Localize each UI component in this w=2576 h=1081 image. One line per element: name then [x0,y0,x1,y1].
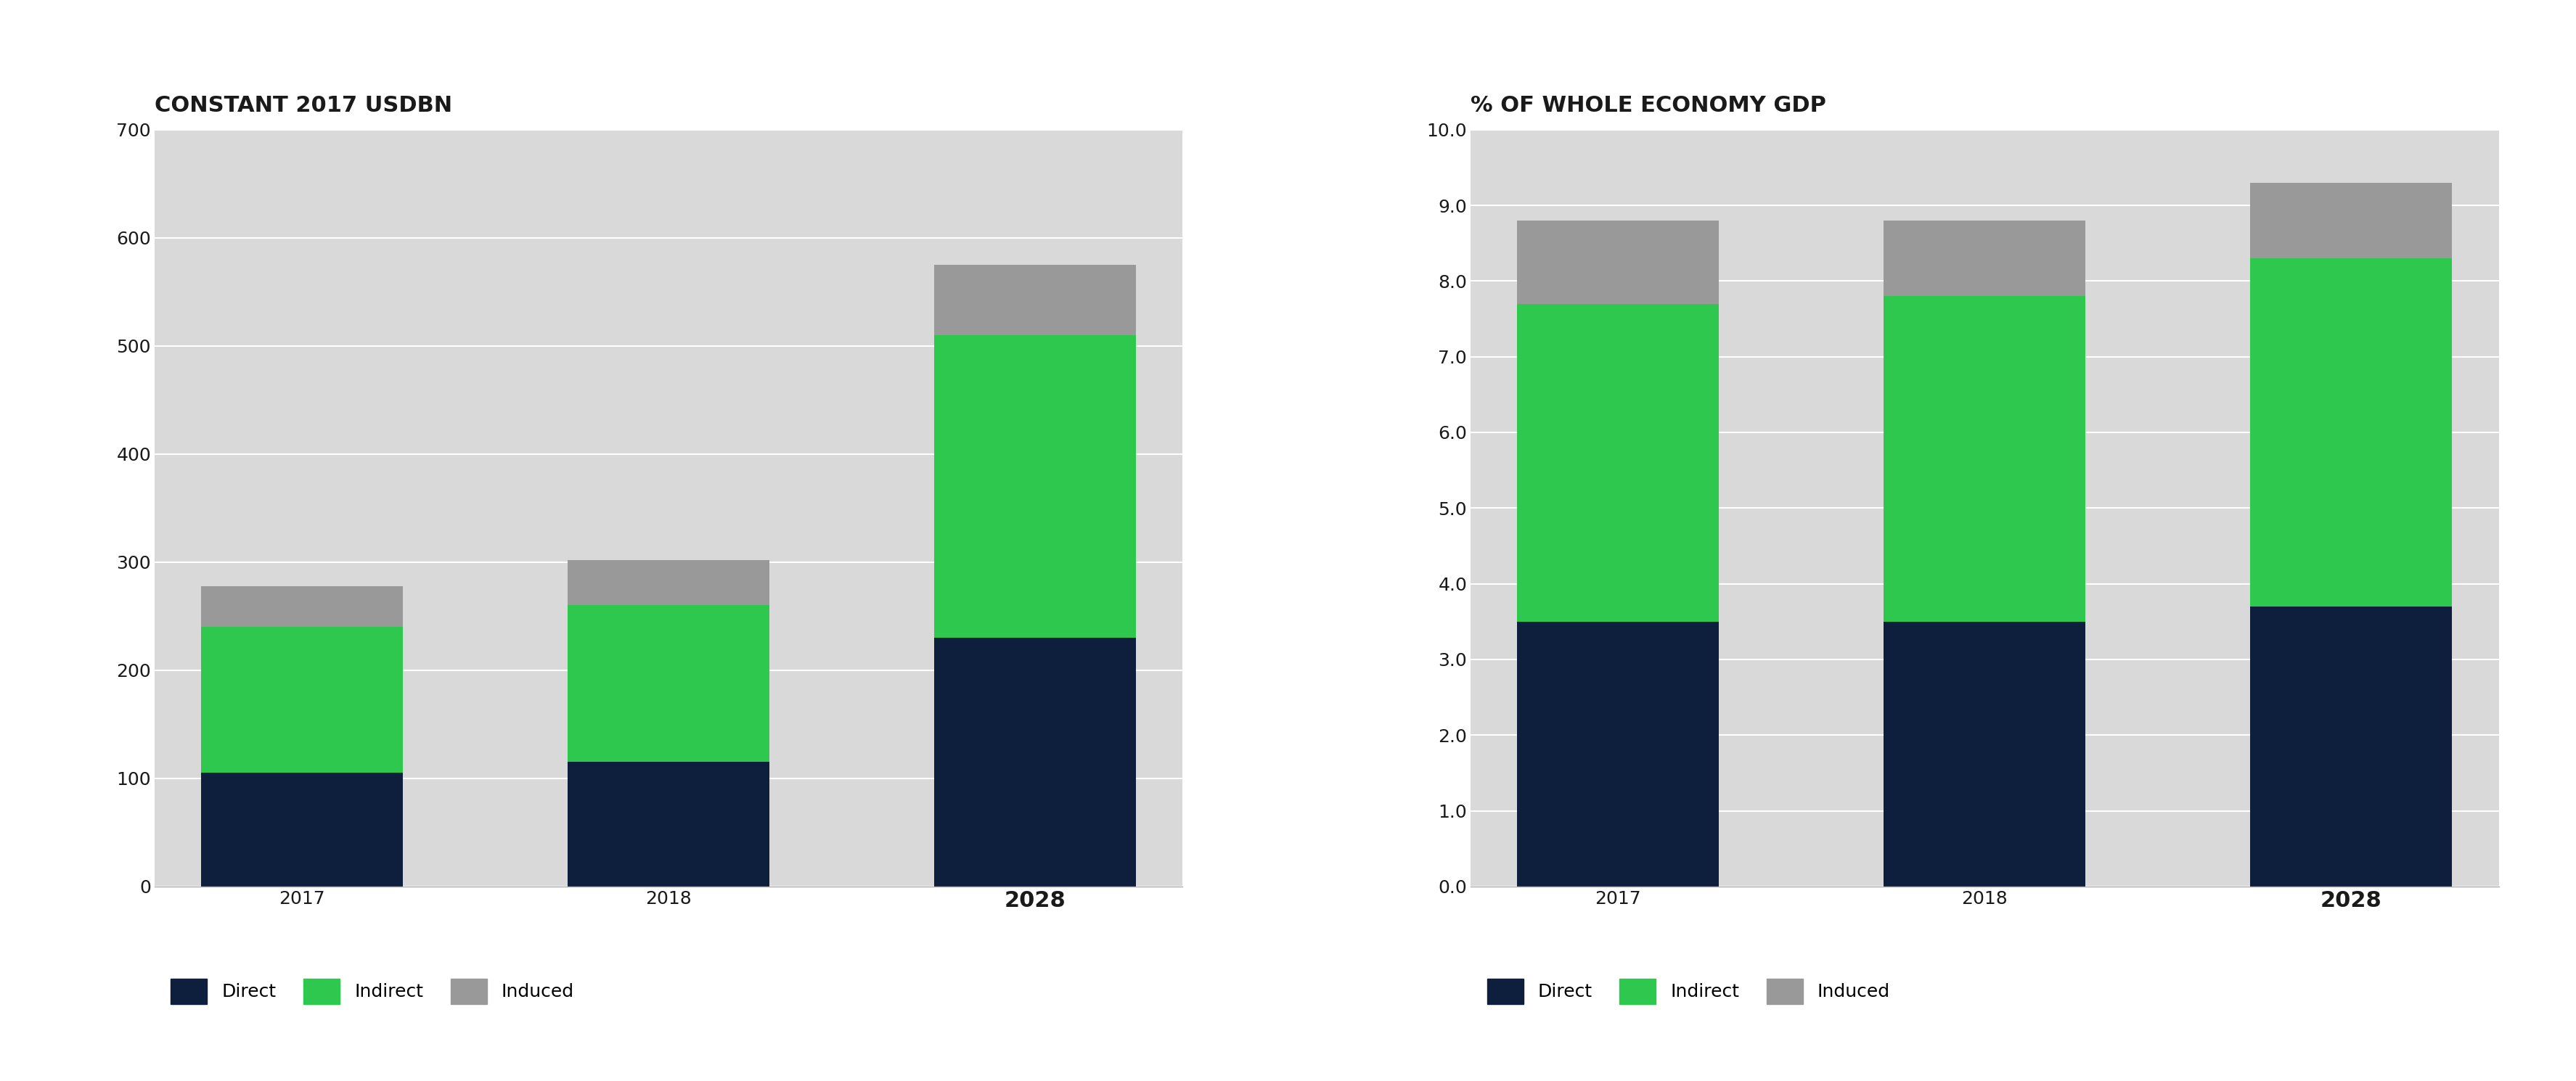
Bar [935,335,1136,638]
Bar [1883,221,2087,296]
Legend: Direct, Indirect, Induced: Direct, Indirect, Induced [1479,971,1896,1012]
Bar [935,265,1136,335]
Bar [1517,221,1718,304]
Bar [567,605,770,762]
Bar [567,560,770,605]
Bar [1883,622,2087,886]
Bar [1517,622,1718,886]
Legend: Direct, Indirect, Induced: Direct, Indirect, Induced [165,971,582,1012]
Text: % OF WHOLE ECONOMY GDP: % OF WHOLE ECONOMY GDP [1471,95,1826,116]
Bar [2251,258,2452,606]
Text: CONSTANT 2017 USDBN: CONSTANT 2017 USDBN [155,95,453,116]
Bar [201,773,402,886]
Bar [567,762,770,886]
Bar [1883,296,2087,622]
Bar [2251,606,2452,886]
Bar [201,627,402,773]
Bar [935,638,1136,886]
Bar [201,586,402,627]
Bar [2251,183,2452,258]
Bar [1517,304,1718,622]
